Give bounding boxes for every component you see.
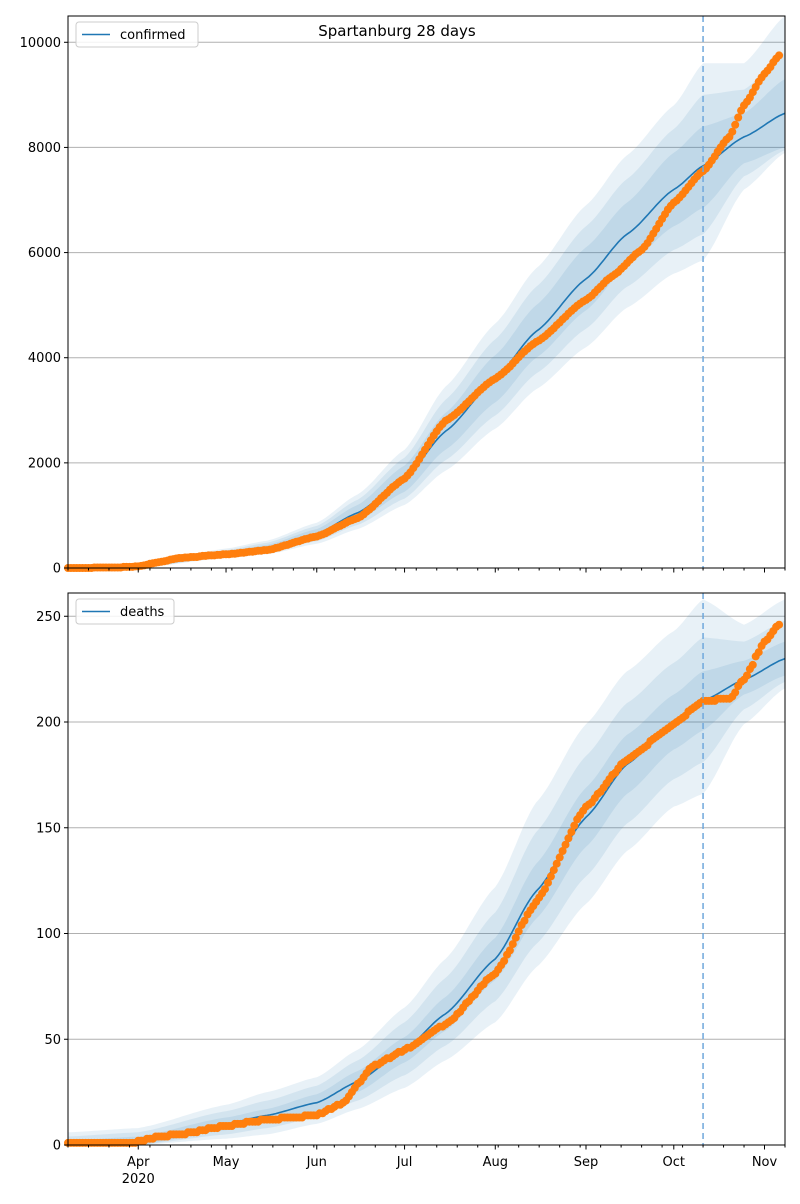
observed-point <box>734 113 743 122</box>
legend-label: deaths <box>120 605 165 620</box>
observed-point <box>541 885 549 894</box>
observed-point <box>570 821 579 830</box>
observed-point <box>508 940 517 949</box>
x-tick-label: May <box>213 1155 240 1170</box>
observed-point <box>731 120 740 129</box>
observed-point <box>544 878 552 887</box>
y-tick-label: 4000 <box>28 351 61 366</box>
confidence-band <box>68 16 785 568</box>
legend-box <box>75 21 199 48</box>
x-tick-label: Jun <box>306 1155 327 1170</box>
observed-point <box>748 660 757 669</box>
axes-frame <box>67 592 786 1146</box>
observed-point <box>754 648 763 657</box>
observed-point <box>731 688 740 697</box>
observed-point <box>555 853 564 862</box>
observed-point <box>520 916 529 925</box>
x-tick-label: Apr <box>127 1155 150 1170</box>
y-tick-label: 250 <box>36 610 61 625</box>
y-tick-label: 8000 <box>28 141 61 156</box>
x-tick-label: Nov <box>752 1155 778 1170</box>
legend-label: confirmed <box>120 28 186 43</box>
y-tick-label: 200 <box>36 716 61 731</box>
y-tick-label: 150 <box>36 821 61 836</box>
y-tick-label: 2000 <box>28 456 61 471</box>
x-tick-sublabel: 2020 <box>122 1172 155 1187</box>
panel-deaths: 0 50 100 150 200 250 Apr 2020 May Jun Jul Aug Sep Oct… <box>36 592 786 1187</box>
observed-point <box>728 127 737 136</box>
x-tick-label: Aug <box>483 1155 508 1170</box>
confidence-band <box>68 599 785 1145</box>
axes-frame <box>67 15 786 569</box>
observed-point <box>505 946 514 955</box>
legend-box <box>75 598 175 625</box>
observed-point <box>514 927 523 936</box>
observed-point <box>552 859 561 868</box>
legend: confirmed <box>75 21 199 48</box>
confidence-band <box>68 620 785 1145</box>
observed-point <box>546 872 555 881</box>
y-tick-label: 0 <box>53 1139 61 1154</box>
confidence-band <box>68 79 785 568</box>
confidence-band <box>68 641 785 1145</box>
confidence-band <box>68 52 785 569</box>
x-tick-label: Oct <box>663 1155 685 1170</box>
observed-point <box>549 866 558 875</box>
y-tick-label: 100 <box>36 927 61 942</box>
chart-title: Spartanburg 28 days <box>318 22 476 40</box>
y-tick-label: 6000 <box>28 246 61 261</box>
y-tick-label: 0 <box>53 562 61 577</box>
observed-point <box>511 933 520 942</box>
x-tick-label: Jul <box>396 1155 413 1170</box>
observed-point <box>775 51 784 60</box>
observed-point <box>564 834 573 843</box>
observed-point <box>500 957 509 965</box>
x-tick-label: Sep <box>574 1155 599 1170</box>
legend: deaths <box>75 598 175 625</box>
observed-point <box>775 620 784 629</box>
y-tick-label: 10000 <box>20 36 61 51</box>
observed-point <box>567 828 576 836</box>
observed-point <box>743 671 751 680</box>
panel-confirmed: 0 2000 4000 6000 8000 10000 confirmed <box>20 15 786 577</box>
observed-point <box>558 847 567 855</box>
y-tick-label: 50 <box>44 1033 61 1048</box>
observed-point <box>561 840 570 849</box>
